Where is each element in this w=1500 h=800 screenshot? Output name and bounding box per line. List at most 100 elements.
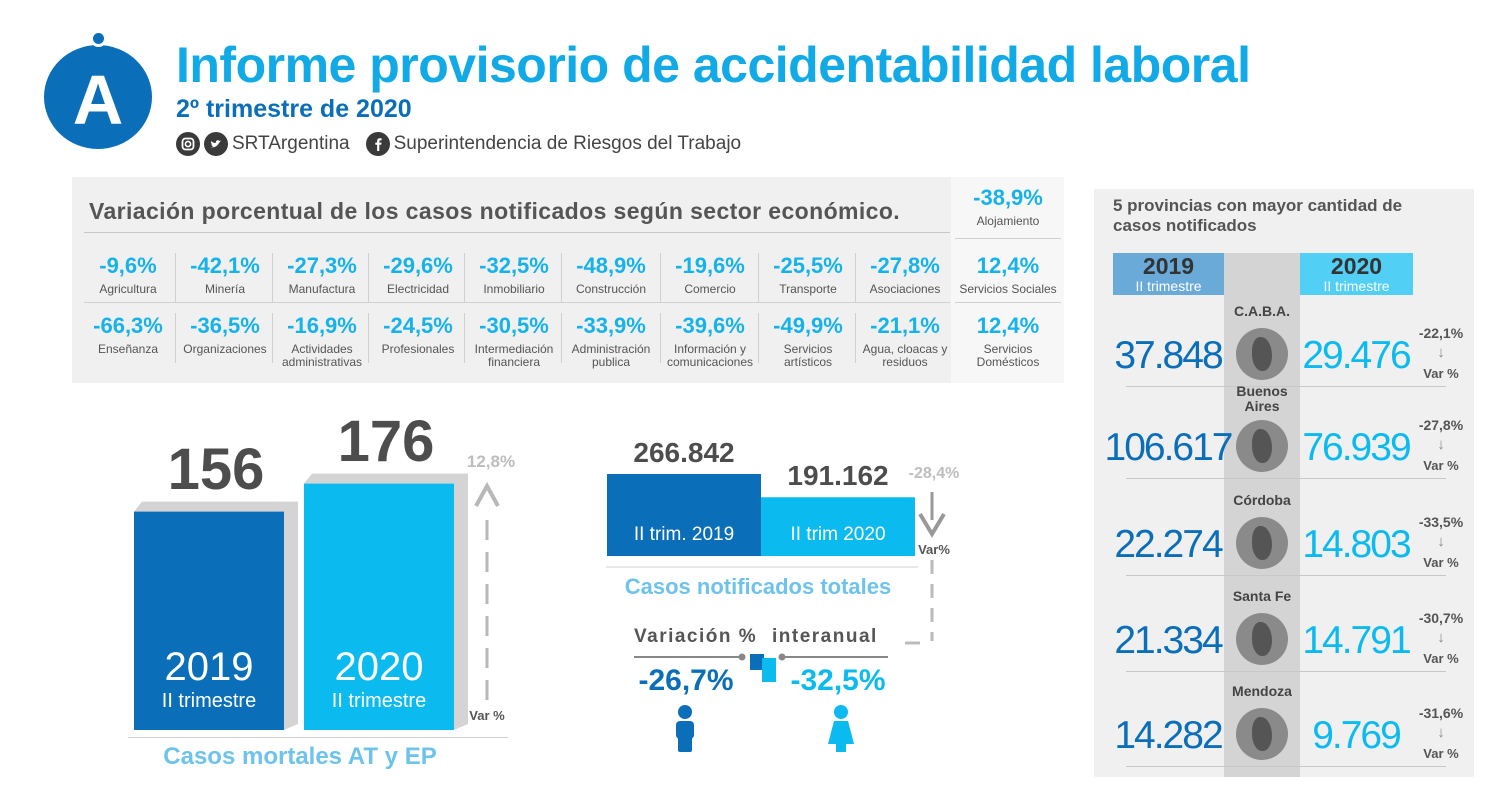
province-map-icon — [1236, 517, 1288, 569]
sector-value: -19,6% — [675, 253, 745, 278]
twitter-icon[interactable] — [204, 132, 228, 156]
sector-label: Construcción — [575, 282, 647, 296]
sector-cell: -48,9% Construcción — [563, 253, 659, 296]
sector-label: Transporte — [779, 282, 837, 296]
province-var-label: Var % — [1423, 555, 1459, 570]
province-down-arrow-icon: ↓ — [1437, 436, 1445, 453]
sector-cell: -9,6% Agricultura — [80, 253, 176, 296]
mortal-bar — [304, 483, 454, 730]
sector-value: -24,5% — [383, 313, 453, 338]
province-row-separator — [1126, 766, 1446, 767]
sector-side-label: Servicios Sociales — [959, 282, 1057, 296]
gender-title-right: interanual — [772, 626, 878, 647]
sector-cell: -49,9% Servicios artísticos — [760, 313, 856, 369]
page-title: Informe provisorio de accidentabilidad l… — [176, 37, 1251, 93]
sector-side-value: -38,9% — [973, 185, 1043, 210]
logo-circle — [44, 45, 152, 149]
province-map-icon — [1236, 613, 1288, 665]
sector-value: -27,3% — [287, 253, 357, 278]
sector-label: Asociaciones — [869, 282, 941, 296]
mortal-year-label: 2019 — [164, 645, 254, 689]
sector-label: Comercio — [684, 282, 736, 296]
sector-cell: -30,5% Intermediación financiera — [466, 313, 562, 369]
sector-cell: -42,1% Minería — [177, 253, 273, 296]
gender-title-left: Variación % — [634, 626, 758, 647]
total-dashed-connector — [606, 560, 934, 645]
province-var-label: Var % — [1423, 651, 1459, 666]
province-var-label: Var % — [1423, 458, 1459, 473]
sector-separator — [368, 313, 369, 363]
facebook-icon[interactable] — [365, 132, 390, 156]
province-map-icon — [1236, 328, 1288, 380]
province-down-arrow-icon: ↓ — [1437, 533, 1445, 550]
sector-separator — [272, 313, 273, 363]
sector-value: -42,1% — [190, 253, 260, 278]
province-variation: -30,7% — [1418, 610, 1464, 626]
col-2020-header: 2020 II trimestre — [1300, 253, 1413, 295]
province-map-icon — [1236, 708, 1288, 760]
sector-cell: -24,5% Profesionales — [370, 313, 466, 356]
sector-title-underline — [84, 232, 950, 233]
province-value-2019: 21.334 — [1114, 619, 1223, 662]
sector-value: -33,9% — [576, 313, 646, 338]
province-row-separator — [1126, 575, 1446, 576]
sector-label: Información y comunicaciones — [666, 342, 754, 369]
province-value-2019: 14.282 — [1114, 714, 1223, 757]
down-arrow-icon — [918, 492, 946, 538]
province-value-2020: 9.769 — [1312, 714, 1402, 757]
total-title: Casos notificados totales — [624, 574, 892, 599]
total-bar — [761, 497, 915, 556]
sector-label: Manufactura — [288, 282, 356, 296]
mortal-baseline — [128, 737, 508, 738]
province-title: 5 provincias con mayor cantidad de casos… — [1113, 196, 1403, 235]
province-var-label: Var % — [1423, 366, 1459, 381]
sector-cell: -32,5% Inmobiliario — [466, 253, 562, 296]
col-2020-sub: II trimestre — [1323, 278, 1390, 294]
province-var-label: Var % — [1423, 746, 1459, 761]
sector-value: -16,9% — [287, 313, 357, 338]
total-category-label: II trim 2020 — [790, 524, 886, 545]
female-variation: -32,5% — [790, 664, 886, 697]
sector-label: Agua, cloacas y residuos — [862, 342, 948, 369]
sector-label: Agricultura — [99, 282, 157, 296]
social-handle[interactable]: SRTArgentina — [232, 133, 350, 154]
sector-value: -66,3% — [93, 313, 163, 338]
sector-value: -25,5% — [773, 253, 843, 278]
sector-cell: -66,3% Enseñanza — [80, 313, 176, 356]
sector-label: Enseñanza — [97, 342, 159, 356]
sector-separator — [758, 253, 759, 303]
province-map-icon — [1236, 420, 1288, 472]
province-variation: -33,5% — [1418, 514, 1464, 530]
total-value-label: 191.162 — [787, 460, 889, 492]
total-var-label: Var% — [918, 542, 950, 557]
sector-label: Electricidad — [386, 282, 450, 296]
sector-value: -21,1% — [870, 313, 940, 338]
mortal-year-label: 2020 — [334, 645, 424, 689]
mortal-bar — [134, 511, 284, 730]
sector-side-separator — [955, 238, 1061, 239]
sector-side-cell: -38,9% Alojamiento — [953, 185, 1063, 228]
sector-cell: -33,9% Administración publica — [563, 313, 659, 369]
sector-side-value: 12,4% — [976, 253, 1040, 278]
sector-cell: -27,8% Asociaciones — [857, 253, 953, 296]
mortal-variation: 12,8% — [466, 452, 516, 471]
sector-value: -9,6% — [99, 253, 157, 278]
sector-label: Inmobiliario — [483, 282, 545, 296]
sector-label: Administración publica — [571, 342, 651, 369]
sector-cell: -21,1% Agua, cloacas y residuos — [857, 313, 953, 369]
sector-cell: -19,6% Comercio — [662, 253, 758, 296]
sector-row-separator — [84, 302, 950, 303]
sector-separator — [855, 313, 856, 363]
province-name: Buenos Aires — [1236, 383, 1288, 414]
sector-separator — [368, 253, 369, 303]
sector-separator — [175, 313, 176, 363]
instagram-icon[interactable] — [176, 132, 200, 156]
province-variation: -22,1% — [1418, 325, 1464, 341]
sector-separator — [464, 253, 465, 303]
province-name: C.A.B.A. — [1234, 303, 1290, 319]
facebook-page[interactable]: Superintendencia de Riesgos del Trabajo — [393, 133, 742, 154]
province-value-2020: 14.791 — [1302, 619, 1411, 662]
up-arrow-icon — [474, 481, 500, 702]
sector-cell: -27,3% Manufactura — [274, 253, 370, 296]
sector-separator — [561, 313, 562, 363]
